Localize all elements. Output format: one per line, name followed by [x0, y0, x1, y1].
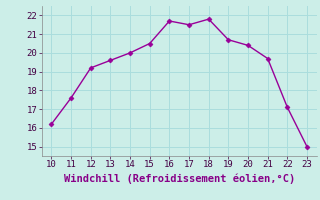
X-axis label: Windchill (Refroidissement éolien,°C): Windchill (Refroidissement éolien,°C) [64, 173, 295, 184]
